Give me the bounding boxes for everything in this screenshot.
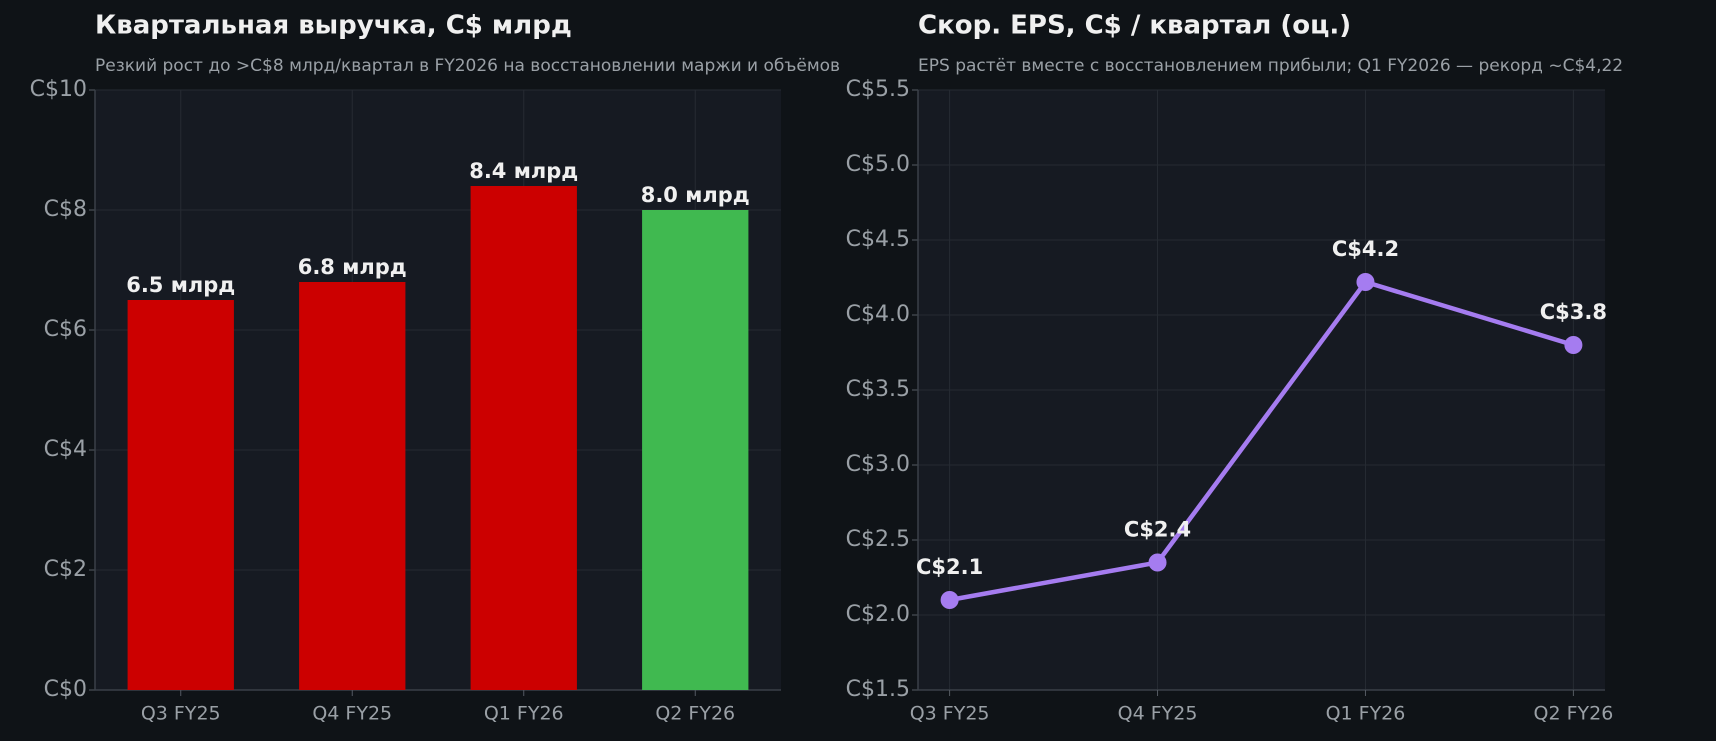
x-tick-label: Q3 FY25 [910,703,990,725]
x-tick-label: Q2 FY26 [1533,703,1613,725]
y-tick-label: C$8 [44,197,87,222]
x-tick-label: Q4 FY25 [312,703,392,725]
value-label: C$3.8 [1540,300,1607,324]
value-label: C$2.1 [916,555,983,579]
x-tick-label: Q1 FY26 [484,703,564,725]
value-label: 6.5 млрд [126,273,235,297]
chart-subtitle: EPS растёт вместе с восстановлением приб… [918,56,1623,76]
chart-title: Скор. EPS, C$ / квартал (оц.) [918,11,1351,41]
x-tick-label: Q2 FY26 [655,703,735,725]
y-tick-label: C$4.0 [846,302,910,327]
bar [299,282,406,690]
y-tick-label: C$6 [44,317,87,342]
chart-title: Квартальная выручка, C$ млрд [95,11,572,41]
y-tick-label: C$5.0 [846,152,910,177]
point [1564,336,1583,354]
chart-subtitle: Резкий рост до >C$8 млрд/квартал в FY202… [95,56,840,76]
value-label: 8.0 млрд [641,183,750,207]
y-tick-label: C$4.5 [846,227,910,252]
bar [127,300,234,690]
y-tick-label: C$3.5 [846,377,910,402]
y-tick-label: C$2 [44,557,87,582]
y-tick-label: C$1.5 [846,677,910,702]
y-tick-label: C$0 [44,677,87,702]
point [940,591,959,609]
point [1148,553,1167,572]
y-tick-label: C$5.5 [846,77,910,102]
value-label: 6.8 млрд [298,255,407,279]
y-tick-label: C$4 [44,437,87,462]
value-label: C$2.4 [1124,518,1191,542]
y-tick-label: C$3.0 [846,452,910,477]
y-tick-label: C$2.0 [846,602,910,627]
bar [642,210,749,690]
point [1356,273,1375,291]
value-label: C$4.2 [1332,237,1399,261]
value-label: 8.4 млрд [469,159,578,183]
y-tick-label: C$10 [30,77,87,102]
x-tick-label: Q3 FY25 [141,703,221,725]
line [949,279,1575,603]
x-tick-label: Q1 FY26 [1326,703,1406,725]
bar [470,186,577,690]
x-tick-label: Q4 FY25 [1118,703,1198,725]
y-tick-label: C$2.5 [846,527,910,552]
